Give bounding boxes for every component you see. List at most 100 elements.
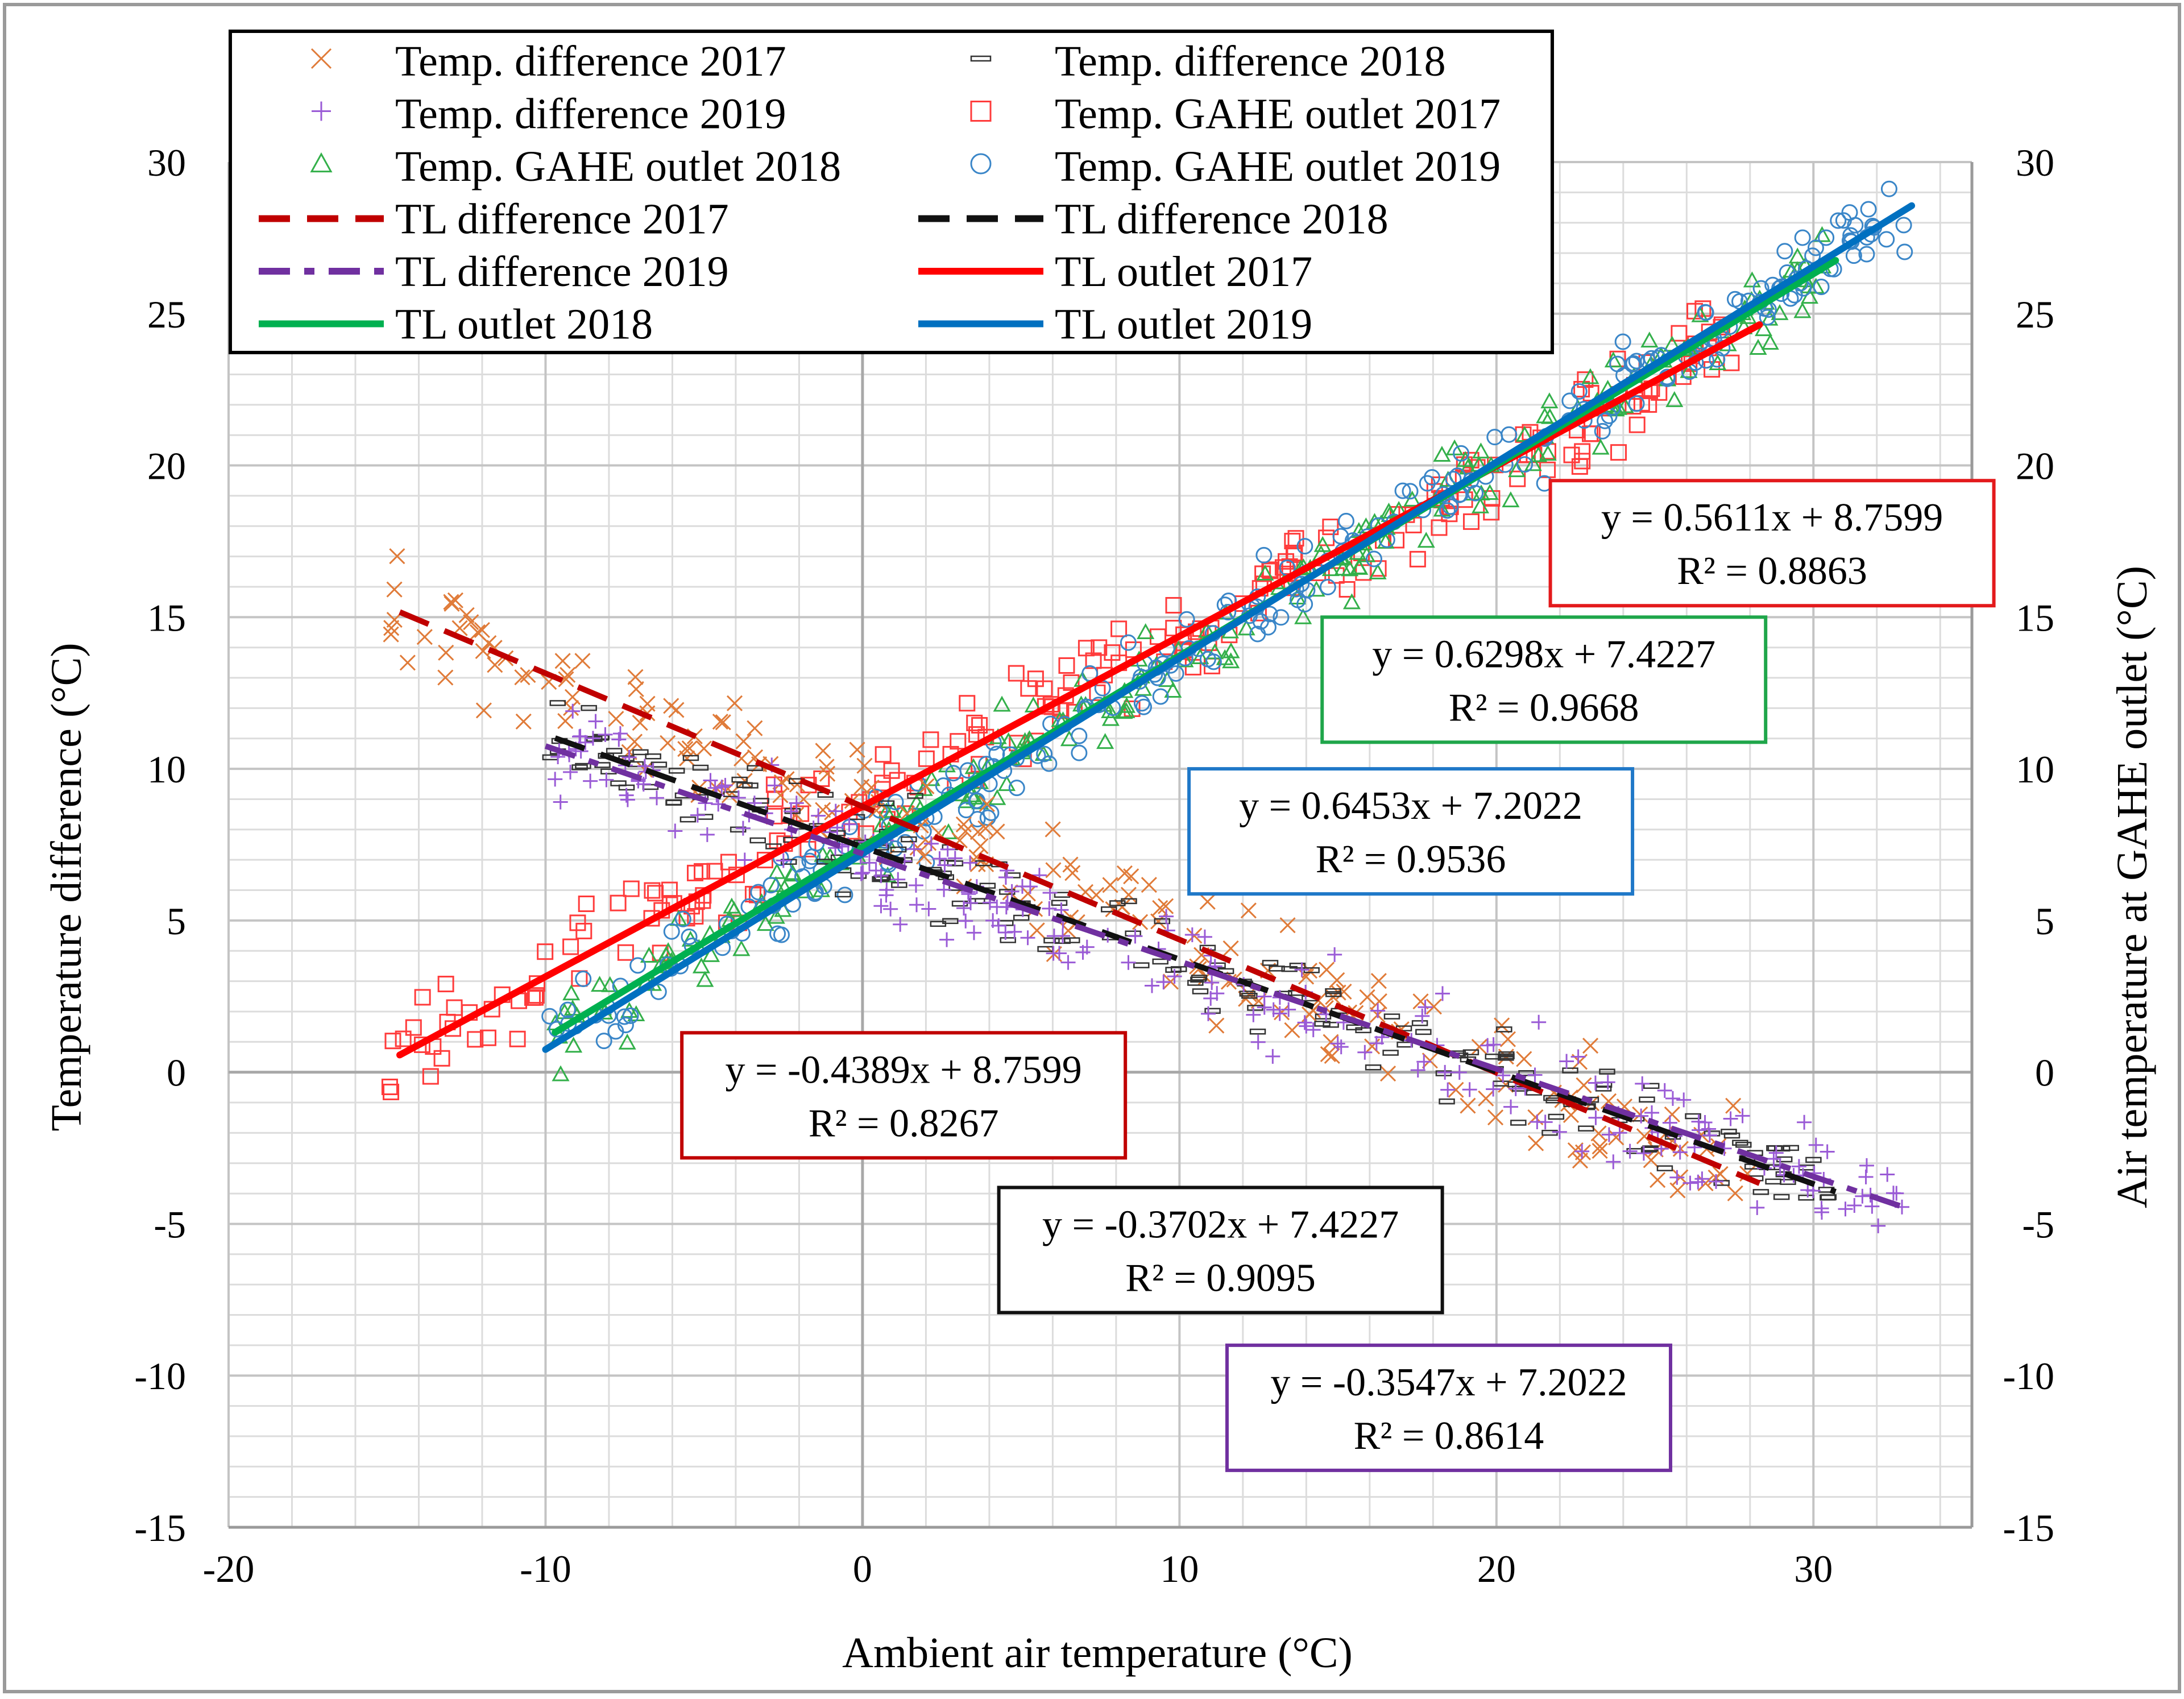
data-point [849,741,865,758]
data-point [422,1068,439,1085]
data-point [1274,1004,1290,1021]
data-point [1635,1076,1650,1091]
data-point [736,773,753,789]
data-point [1062,856,1079,873]
data-point [475,702,492,719]
data-point [1109,900,1126,906]
data-point [936,882,952,897]
data-point [1749,338,1767,355]
data-point [595,1033,612,1050]
data-point [789,795,804,811]
data-point [893,917,908,932]
y2-tick-label: -5 [2022,1203,2054,1246]
data-point [1895,217,1912,234]
legend-item-tl-outlet-2019: TL outlet 2019 [918,301,1312,349]
data-point [715,714,731,731]
data-point [1249,1028,1266,1035]
data-point [1669,1182,1686,1199]
data-point [1435,986,1450,1001]
data-point [467,1031,484,1048]
data-point [1858,1169,1874,1184]
y2-tick-label: 5 [2035,900,2054,943]
data-point [1723,1111,1738,1126]
y2-tick-label: -10 [2003,1354,2054,1398]
r-squared-text: R² = 0.8614 [1354,1414,1544,1458]
data-point [776,853,791,868]
data-point [560,666,576,683]
data-point [1440,1082,1456,1097]
data-point [650,761,668,768]
data-point [661,881,678,898]
data-point [629,957,647,974]
trendline-equation-box: y = 0.6453x + 7.2022 R² = 0.9536 [1187,767,1635,896]
data-point [1697,304,1714,321]
data-point [1152,688,1169,705]
data-point [1262,960,1279,966]
data-point [1027,670,1044,687]
data-point [1286,546,1303,563]
data-point [1634,1108,1649,1124]
data-point [1323,1022,1339,1028]
data-point [1582,425,1599,442]
data-point [842,817,857,832]
data-point [1425,998,1442,1015]
data-point [1115,703,1133,719]
data-point [955,816,972,832]
data-point [1060,955,1076,970]
data-point [1199,893,1216,910]
data-point [718,778,733,793]
equation-box-border [1320,615,1768,744]
data-point [617,944,634,961]
data-point [575,970,592,987]
data-point [1481,484,1499,500]
data-point [1896,243,1913,260]
data-point [1250,1034,1266,1050]
data-point [1249,625,1266,643]
data-point [714,780,730,795]
data-point [618,1033,636,1050]
data-point [883,901,898,917]
data-point [1725,1097,1742,1114]
data-point [1633,395,1650,412]
data-point [835,891,851,898]
data-point [1330,1036,1345,1051]
data-point [1209,986,1225,1001]
data-point [1341,560,1359,577]
data-point [878,800,895,807]
x-tick-label: 10 [1160,1547,1199,1590]
data-point [1197,929,1212,944]
data-point [563,764,578,780]
data-point [524,989,541,1006]
data-point [679,816,697,823]
data-point [574,653,591,669]
data-point [985,913,1001,929]
data-point [1682,1175,1698,1191]
data-point [1625,355,1642,372]
data-point [1380,1065,1396,1082]
data-point [950,733,967,750]
data-point [921,901,936,917]
data-point [1516,456,1534,473]
data-point [737,852,752,868]
data-point [939,932,955,947]
data-point [1431,519,1448,536]
data-point [1371,993,1387,1010]
legend-item-tl-difference-2019: TL difference 2019 [259,248,729,296]
data-point [1499,1031,1516,1047]
data-point [383,1083,400,1100]
data-point [959,695,976,712]
data-point [1159,909,1174,924]
data-point [1581,368,1599,384]
data-point [663,923,680,940]
annotation-layer: y = 0.5611x + 8.7599 R² = 0.8863 y = 0.629… [680,479,1996,1472]
data-point [890,872,906,887]
data-point [1269,965,1285,972]
data-point [887,793,904,810]
data-point [1089,684,1106,701]
data-point [712,714,728,730]
data-point [514,669,531,686]
legend-item-temp-gahe-outlet-2018: Temp. GAHE outlet 2018 [310,143,841,190]
data-point [1365,1064,1382,1071]
data-point [1419,475,1436,492]
y2-tick-label: 20 [2016,445,2054,488]
